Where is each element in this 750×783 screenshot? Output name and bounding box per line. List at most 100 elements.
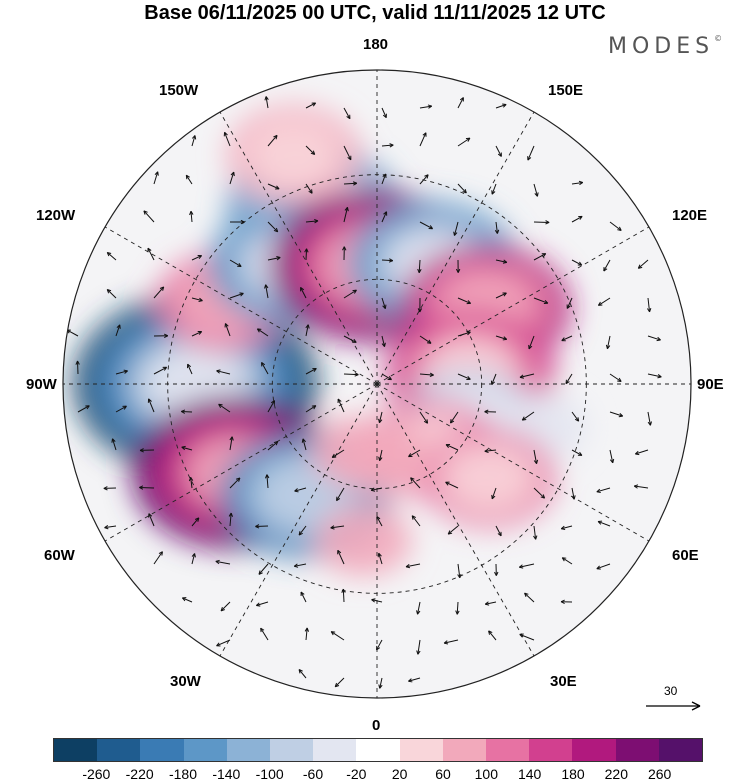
wind-arrow bbox=[188, 476, 194, 489]
wind-arrow bbox=[533, 525, 538, 540]
wind-arrow bbox=[304, 627, 310, 641]
colorbar-tick-label: 60 bbox=[435, 766, 451, 782]
wind-arrow bbox=[533, 220, 550, 225]
wind-arrow bbox=[216, 639, 231, 647]
wind-arrow bbox=[298, 525, 307, 536]
wind-arrow bbox=[457, 97, 464, 109]
wind-arrow bbox=[75, 360, 80, 375]
colorbar-tick-label: 100 bbox=[474, 766, 499, 782]
wind-arrow bbox=[301, 438, 307, 451]
wind-arrow bbox=[343, 145, 352, 161]
wind-arrow bbox=[371, 598, 383, 603]
wind-arrow bbox=[417, 259, 422, 274]
wind-arrow bbox=[139, 485, 155, 490]
anomaly-blob bbox=[440, 442, 538, 514]
wind-arrow bbox=[566, 297, 573, 309]
wind-arrow bbox=[181, 597, 193, 603]
colorbar-tick-label: -220 bbox=[125, 766, 154, 782]
wind-arrow bbox=[419, 132, 427, 147]
wind-arrow bbox=[267, 256, 281, 261]
wind-arrow bbox=[258, 563, 269, 575]
wind-arrow bbox=[139, 448, 155, 453]
wind-arrow bbox=[494, 221, 500, 234]
wind-arrow bbox=[565, 373, 573, 385]
wind-arrow bbox=[633, 484, 649, 489]
wind-arrow bbox=[343, 335, 357, 343]
wind-arrow bbox=[457, 137, 471, 147]
wind-arrow bbox=[408, 449, 421, 458]
lon-label-150w: 150W bbox=[159, 82, 199, 99]
wind-arrow bbox=[419, 174, 429, 185]
wind-arrow bbox=[153, 171, 159, 185]
colorbar-ticks: -260 -220 -180 -140 -100 -60 -20 20 60 100 140 180 2… bbox=[0, 766, 750, 782]
colorbar-tick-label: 180 bbox=[561, 766, 585, 782]
wind-arrow bbox=[261, 362, 269, 375]
wind-arrow bbox=[224, 323, 231, 337]
wind-arrow bbox=[495, 103, 507, 109]
wind-arrow bbox=[377, 552, 383, 565]
wind-arrow bbox=[216, 369, 231, 375]
wind-arrow bbox=[443, 639, 459, 645]
wind-arrow bbox=[264, 284, 269, 299]
wind-arrow bbox=[77, 405, 90, 413]
wind-arrow bbox=[153, 551, 163, 565]
colorbar-tick-label: -60 bbox=[302, 766, 324, 782]
wind-arrow bbox=[143, 210, 155, 223]
wind-arrow bbox=[561, 557, 573, 565]
wind-arrow bbox=[229, 292, 244, 299]
colorbar-bin bbox=[658, 739, 703, 761]
wind-arrow bbox=[596, 563, 611, 570]
wind-arrow bbox=[484, 409, 497, 414]
wind-arrow bbox=[255, 524, 269, 529]
wind-arrow bbox=[147, 398, 155, 413]
wind-arrow bbox=[267, 400, 276, 413]
lon-label-60e: 60E bbox=[672, 547, 699, 564]
wind-arrow bbox=[495, 259, 508, 264]
wind-arrow bbox=[300, 287, 307, 299]
wind-arrow bbox=[524, 592, 535, 603]
wind-arrow bbox=[223, 131, 231, 147]
wind-arrow bbox=[647, 297, 652, 313]
wind-arrow bbox=[491, 487, 497, 500]
wind-arrow bbox=[490, 373, 497, 385]
wind-arrow bbox=[294, 487, 307, 493]
wind-arrow bbox=[571, 259, 583, 266]
wind-arrow bbox=[304, 248, 309, 261]
colorbar-bin bbox=[572, 739, 616, 761]
colorbar-bin bbox=[442, 739, 487, 761]
wind-arrow bbox=[447, 525, 459, 535]
brand-name: MODES bbox=[608, 34, 715, 59]
lon-label-90w: 90W bbox=[26, 376, 57, 393]
wind-arrow bbox=[305, 405, 317, 413]
wind-arrow bbox=[457, 563, 462, 579]
wind-arrow bbox=[267, 441, 279, 451]
wind-arrow bbox=[484, 448, 497, 454]
wind-arrow bbox=[637, 259, 649, 269]
wind-arrow bbox=[343, 372, 359, 377]
wind-arrow bbox=[457, 183, 467, 194]
wind-arrow bbox=[191, 297, 203, 302]
wind-arrow bbox=[181, 445, 193, 451]
wind-arrow bbox=[596, 487, 611, 493]
wind-arrow bbox=[457, 331, 471, 337]
wind-arrow bbox=[342, 246, 347, 261]
wind-arrow bbox=[305, 102, 317, 109]
wind-arrow bbox=[419, 411, 429, 424]
wind-arrow bbox=[533, 253, 547, 261]
wind-arrow bbox=[381, 143, 394, 148]
wind-arrow bbox=[533, 487, 546, 499]
wind-arrow bbox=[341, 588, 346, 603]
wind-arrow bbox=[229, 477, 241, 489]
wind-arrow bbox=[191, 553, 196, 565]
wind-arrow bbox=[527, 145, 535, 161]
colorbar-bin bbox=[486, 739, 530, 761]
wind-arrow bbox=[229, 219, 245, 225]
wind-arrow bbox=[264, 96, 269, 109]
wind-arrow bbox=[229, 436, 234, 451]
wind-arrow bbox=[264, 474, 270, 489]
anomaly-blob bbox=[315, 504, 412, 577]
polar-map bbox=[62, 69, 692, 699]
wind-arrow bbox=[453, 221, 459, 236]
wind-arrow bbox=[381, 258, 394, 263]
colorbar-bin bbox=[313, 739, 357, 761]
